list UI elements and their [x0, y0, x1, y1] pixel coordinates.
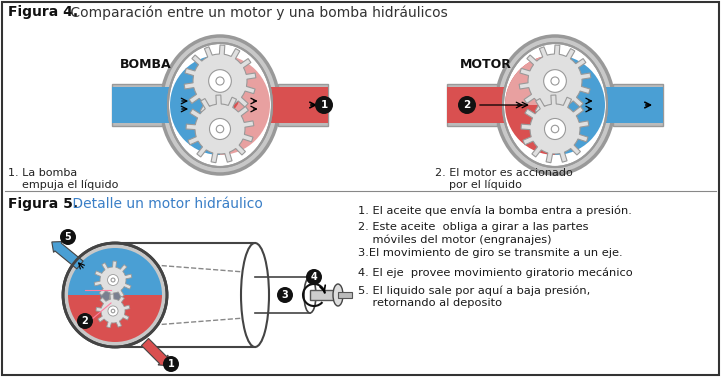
Bar	[278, 84, 328, 126]
Circle shape	[111, 309, 115, 313]
Polygon shape	[94, 261, 132, 299]
Wedge shape	[68, 295, 162, 342]
Text: 4: 4	[311, 272, 317, 282]
Ellipse shape	[241, 243, 269, 347]
Text: 2. El motor es accionado
    por el líquido: 2. El motor es accionado por el líquido	[435, 168, 572, 190]
Bar	[447, 84, 497, 126]
Circle shape	[108, 306, 118, 316]
Ellipse shape	[496, 36, 614, 174]
Polygon shape	[519, 45, 590, 117]
Text: 2: 2	[81, 316, 89, 326]
Ellipse shape	[304, 277, 316, 313]
Circle shape	[60, 229, 76, 245]
Bar	[593, 87, 663, 123]
Ellipse shape	[503, 43, 607, 167]
Circle shape	[107, 274, 118, 285]
Bar	[112, 87, 185, 123]
Ellipse shape	[161, 36, 279, 174]
Wedge shape	[555, 55, 605, 155]
Text: 2: 2	[464, 100, 471, 110]
Circle shape	[210, 118, 231, 139]
Circle shape	[315, 96, 333, 114]
FancyArrow shape	[52, 242, 83, 269]
Bar	[112, 84, 162, 126]
Text: BOMBA: BOMBA	[120, 58, 172, 72]
Text: MOTOR: MOTOR	[460, 58, 512, 72]
Text: Figura 5.: Figura 5.	[8, 197, 78, 211]
Bar	[613, 84, 663, 126]
Circle shape	[163, 356, 179, 372]
Polygon shape	[184, 45, 256, 117]
Circle shape	[77, 313, 93, 329]
Circle shape	[552, 125, 559, 133]
Circle shape	[458, 96, 476, 114]
Ellipse shape	[168, 43, 272, 167]
Text: 5. El liquido sale por aquí a baja presión,
    retornando al deposito: 5. El liquido sale por aquí a baja presi…	[358, 285, 590, 308]
Text: 4. El eje  provee movimiento giratorio mecánico: 4. El eje provee movimiento giratorio me…	[358, 267, 633, 277]
Wedge shape	[170, 55, 220, 155]
Text: 5: 5	[65, 232, 71, 242]
Wedge shape	[68, 248, 162, 295]
Circle shape	[306, 269, 322, 285]
Text: 3: 3	[282, 290, 288, 300]
Wedge shape	[220, 55, 270, 155]
Bar	[338, 292, 352, 298]
Polygon shape	[521, 95, 589, 163]
Bar	[447, 87, 519, 123]
Wedge shape	[505, 55, 555, 155]
Circle shape	[551, 77, 559, 85]
Text: 1: 1	[320, 100, 327, 110]
Text: Comparación entre un motor y una bomba hidráulicos: Comparación entre un motor y una bomba h…	[66, 5, 448, 20]
Circle shape	[216, 125, 224, 133]
Wedge shape	[220, 75, 240, 115]
Polygon shape	[186, 95, 254, 163]
FancyArrow shape	[141, 339, 169, 366]
Circle shape	[208, 70, 231, 92]
Circle shape	[111, 278, 115, 282]
Circle shape	[277, 287, 293, 303]
Text: 2. Este aceite  obliga a girar a las partes
    móviles del motor (engranajes): 2. Este aceite obliga a girar a las part…	[358, 222, 588, 245]
Wedge shape	[505, 55, 555, 105]
Text: 1. El aceite que envía la bomba entra a presión.: 1. El aceite que envía la bomba entra a …	[358, 205, 632, 216]
Circle shape	[63, 243, 167, 347]
Ellipse shape	[100, 285, 122, 305]
Bar	[310, 290, 338, 300]
Circle shape	[544, 70, 566, 92]
Text: Figura 4.: Figura 4.	[8, 5, 78, 19]
Polygon shape	[96, 294, 130, 328]
Bar	[257, 87, 328, 123]
Circle shape	[544, 118, 565, 139]
Text: Detalle un motor hidráulico: Detalle un motor hidráulico	[68, 197, 263, 211]
Ellipse shape	[333, 284, 343, 306]
Text: 1. La bomba
    empuja el líquido: 1. La bomba empuja el líquido	[8, 168, 118, 190]
Text: 1: 1	[167, 359, 174, 369]
Text: 3.El movimiento de giro se transmite a un eje.: 3.El movimiento de giro se transmite a u…	[358, 248, 623, 258]
Circle shape	[216, 77, 224, 85]
